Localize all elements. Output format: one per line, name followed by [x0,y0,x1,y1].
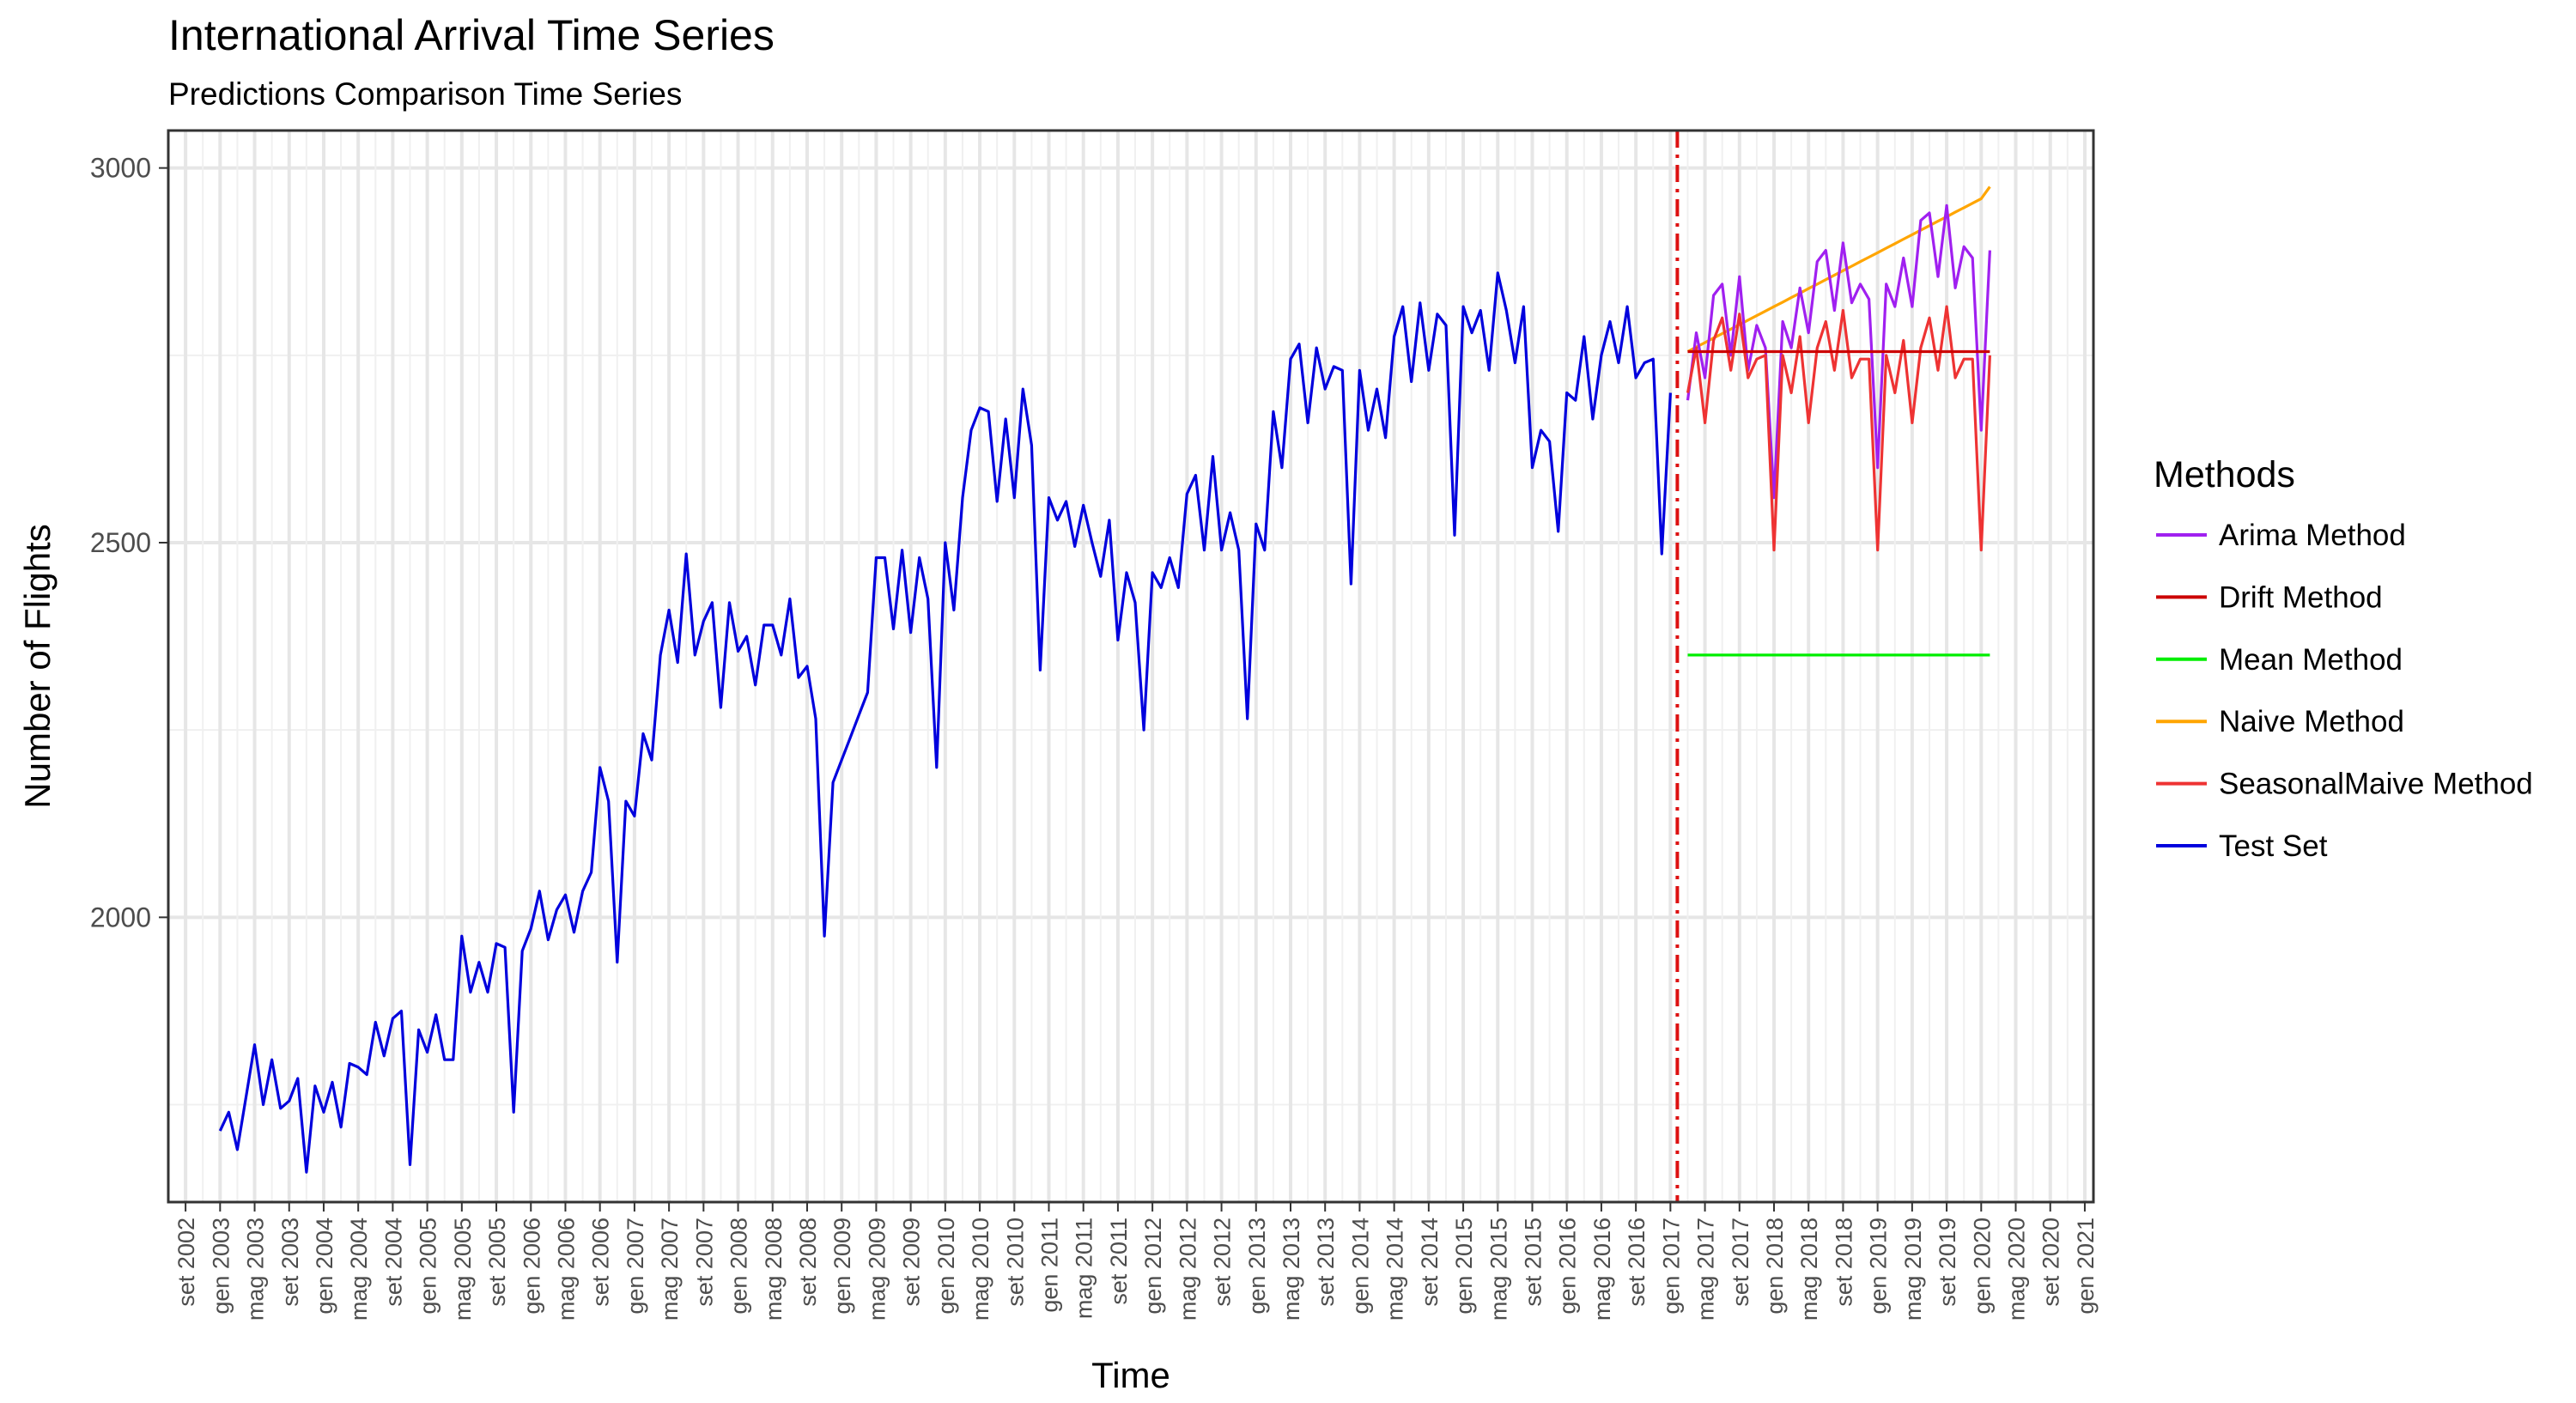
legend-label: Test Set [2219,829,2328,863]
x-tick-label: mag 2009 [864,1218,890,1321]
x-tick-label: set 2005 [484,1218,510,1307]
x-tick-label: mag 2020 [2004,1218,2030,1321]
x-tick-label: gen 2015 [1451,1218,1477,1315]
series-test-set [218,271,1672,1174]
x-tick-label: gen 2004 [312,1218,337,1315]
x-tick-label: mag 2012 [1175,1218,1200,1321]
x-axis-label: Time [1091,1355,1170,1395]
x-tick-label: mag 2016 [1589,1218,1615,1321]
x-tick-label: mag 2014 [1382,1218,1408,1321]
x-tick-label: set 2016 [1624,1218,1649,1307]
x-tick-label: mag 2003 [243,1218,269,1321]
x-tick-label: mag 2007 [657,1218,683,1321]
x-tick-label: mag 2017 [1693,1218,1719,1321]
x-tick-label: set 2008 [795,1218,821,1307]
x-tick-label: gen 2003 [208,1218,234,1315]
x-tick-label: set 2009 [899,1218,925,1307]
legend-label: Naive Method [2219,705,2404,738]
x-tick-label: mag 2019 [1900,1218,1926,1321]
series-seasonalmaive-method [1686,305,1991,552]
x-tick-label: gen 2005 [416,1218,441,1315]
x-tick-label: set 2020 [2038,1218,2064,1307]
x-tick-label: set 2013 [1313,1218,1339,1307]
x-tick-label: gen 2019 [1866,1218,1892,1315]
x-tick-label: mag 2005 [450,1218,476,1321]
series-arima-method [1686,203,1991,500]
x-tick-label: gen 2018 [1762,1218,1788,1315]
x-tick-label: gen 2010 [933,1218,959,1315]
x-tick-label: set 2003 [277,1218,303,1307]
x-tick-label: mag 2010 [968,1218,993,1321]
x-tick-label: gen 2016 [1555,1218,1581,1315]
x-tick-label: set 2017 [1728,1218,1753,1307]
legend-label: Drift Method [2219,580,2383,614]
x-tick-label: mag 2006 [553,1218,579,1321]
x-tick-label: set 2012 [1210,1218,1236,1307]
x-tick-label: set 2004 [380,1218,406,1307]
x-tick-label: gen 2021 [2073,1218,2099,1315]
y-axis-label: Number of Flights [17,524,58,808]
chart-title: International Arrival Time Series [168,11,775,59]
x-tick-label: gen 2009 [829,1218,855,1315]
x-tick-label: set 2018 [1831,1218,1856,1307]
x-tick-label: gen 2006 [519,1218,544,1315]
legend-title: Methods [2154,454,2295,495]
y-tick-label: 2000 [90,902,151,932]
x-tick-label: gen 2014 [1347,1218,1373,1315]
x-tick-label: set 2010 [1002,1218,1028,1307]
legend-label: SeasonalMaive Method [2219,768,2533,801]
chart-subtitle: Predictions Comparison Time Series [168,76,682,112]
x-tick-label: gen 2007 [623,1218,648,1315]
x-tick-label: set 2015 [1521,1218,1546,1307]
x-tick-label: mag 2018 [1796,1218,1822,1321]
y-tick-label: 2500 [90,527,151,558]
x-tick-label: set 2019 [1935,1218,1960,1307]
x-tick-label: set 2011 [1106,1218,1132,1305]
plot-border [167,129,2095,1204]
x-tick-label: gen 2012 [1140,1218,1166,1315]
x-tick-label: mag 2008 [761,1218,787,1321]
legend-label: Mean Method [2219,643,2403,677]
x-tick-label: set 2014 [1417,1218,1443,1307]
legend: Methods Arima Method Drift Method Mean Met… [2154,454,2533,863]
y-tick-label: 3000 [90,153,151,184]
legend-label: Arima Method [2219,519,2406,552]
x-tick-label: mag 2015 [1485,1218,1511,1321]
plot-area: set 2002 gen 2003 mag 2003 set 2003 gen 2004… [90,131,2099,1321]
x-tick-label: gen 2013 [1244,1218,1270,1315]
x-tick-label: set 2002 [173,1218,199,1307]
x-tick-label: set 2006 [588,1218,614,1307]
x-tick-label: gen 2020 [1969,1218,1995,1315]
x-tick-label: set 2007 [691,1218,717,1307]
x-tick-label: gen 2017 [1658,1218,1684,1315]
x-tick-label: mag 2013 [1279,1218,1304,1321]
x-tick-label: mag 2011 [1072,1218,1097,1319]
x-tick-label: gen 2008 [726,1218,752,1315]
x-tick-label: mag 2004 [346,1218,372,1321]
x-tick-label: gen 2011 [1036,1218,1062,1313]
